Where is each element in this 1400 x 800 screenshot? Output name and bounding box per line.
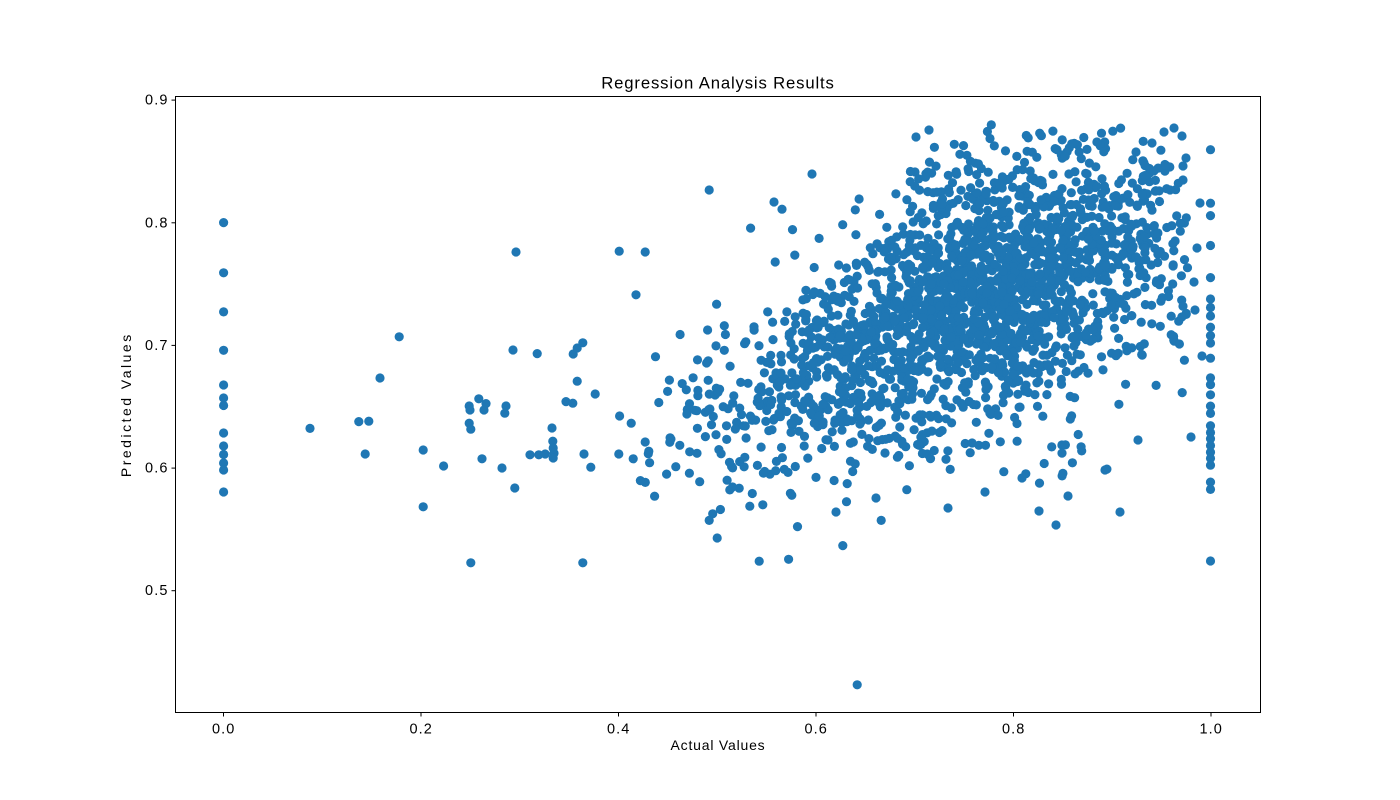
svg-text:0.8: 0.8 <box>1002 722 1025 738</box>
svg-text:0.8: 0.8 <box>145 215 168 231</box>
svg-text:0.6: 0.6 <box>145 461 168 477</box>
svg-text:0.9: 0.9 <box>145 93 168 109</box>
svg-text:0.2: 0.2 <box>409 722 432 738</box>
svg-text:Predicted Values: Predicted Values <box>118 332 134 477</box>
svg-text:0.5: 0.5 <box>145 583 168 599</box>
svg-text:0.0: 0.0 <box>212 722 235 738</box>
svg-text:Actual Values: Actual Values <box>671 737 766 753</box>
svg-text:0.6: 0.6 <box>804 722 827 738</box>
svg-text:0.7: 0.7 <box>145 338 168 354</box>
svg-text:1.0: 1.0 <box>1199 722 1222 738</box>
svg-text:0.4: 0.4 <box>607 722 630 738</box>
svg-text:Regression Analysis Results: Regression Analysis Results <box>601 74 835 93</box>
